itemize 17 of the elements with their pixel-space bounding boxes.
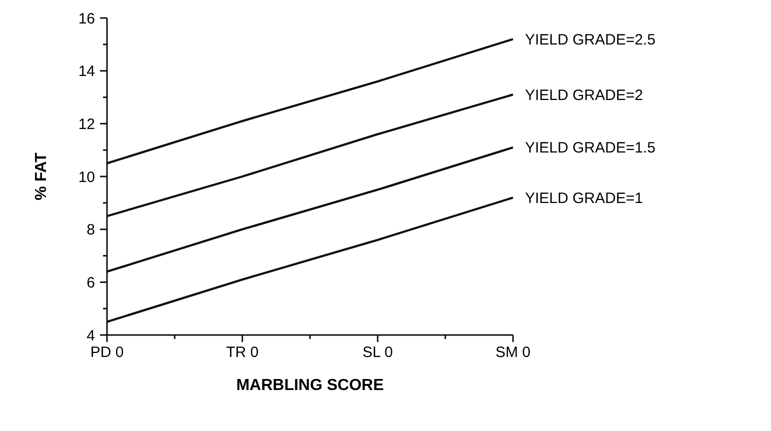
y-tick-label: 4 [86,327,95,344]
y-axis-title: % FAT [33,152,50,200]
y-tick-label: 16 [78,10,95,28]
x-axis-title: MARBLING SCORE [236,377,384,394]
y-tick-label: 12 [78,116,95,133]
series-label: YIELD GRADE=1.5 [525,140,656,157]
x-tick-label: TR 0 [226,344,259,361]
x-tick-label: SM 0 [495,344,531,361]
series-label: YIELD GRADE=2 [525,86,643,104]
x-tick-label: SL 0 [362,344,393,361]
y-tick-label: 10 [78,168,95,186]
y-tick-label: 8 [86,222,95,239]
y-tick-label: 6 [86,274,95,292]
series-label: YIELD GRADE=1 [525,190,643,207]
x-tick-label: PD 0 [90,344,124,361]
series-label: YIELD GRADE=2.5 [525,31,656,48]
y-tick-label: 14 [78,63,95,80]
